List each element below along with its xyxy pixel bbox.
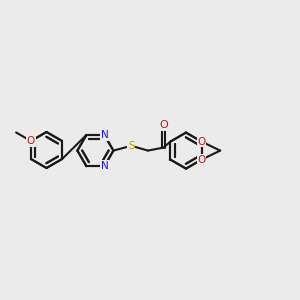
Text: S: S — [128, 141, 135, 151]
Text: O: O — [27, 136, 35, 146]
Text: O: O — [159, 120, 168, 130]
Text: S: S — [128, 141, 135, 151]
Text: O: O — [159, 120, 168, 130]
Text: O: O — [27, 136, 35, 146]
Text: N: N — [100, 130, 108, 140]
Text: O: O — [197, 154, 206, 165]
Text: N: N — [100, 161, 108, 171]
Text: O: O — [197, 136, 206, 147]
Text: N: N — [100, 161, 108, 171]
Text: N: N — [100, 130, 108, 140]
